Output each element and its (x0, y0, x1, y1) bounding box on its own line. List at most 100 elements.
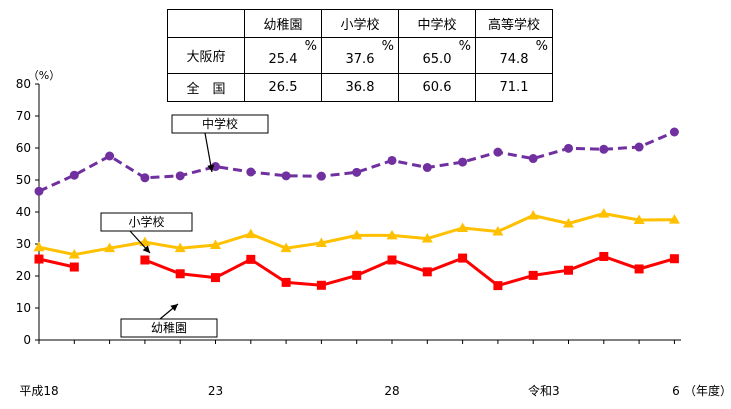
y-tick-label: 20 (16, 269, 31, 283)
y-tick-label: 80 (16, 77, 31, 91)
data-point (564, 265, 573, 275)
data-point (352, 270, 362, 280)
cell-value: 25.4 (268, 52, 298, 67)
table-header-cell: 小学校 (321, 9, 399, 38)
table-header-cell: 幼稚園 (244, 9, 322, 38)
data-point (493, 281, 503, 291)
arrow-head (207, 164, 215, 172)
data-point (105, 151, 115, 161)
data-point (246, 254, 256, 264)
cell-value: 74.8 (499, 52, 529, 67)
x-tick-label: 平成18 (19, 384, 58, 398)
table-row: 全 国 26.5 36.8 60.6 71.1 (167, 73, 553, 102)
data-point (527, 210, 539, 220)
unit-label: % (535, 39, 548, 54)
data-point (528, 154, 538, 164)
cell-value: 26.5 (268, 80, 298, 95)
table-cell: 74.8% (475, 37, 553, 74)
data-point (457, 222, 469, 232)
data-point (175, 269, 185, 279)
comparison-table: 幼稚園 小学校 中学校 高等学校 大阪府 25.4% 37.6% 65.0% 7… (167, 9, 553, 102)
y-tick-label: 50 (16, 173, 31, 187)
data-point (598, 208, 610, 218)
y-tick-label: 0 (23, 333, 31, 347)
data-point (281, 277, 291, 287)
data-point (669, 127, 679, 137)
unit-label: % (458, 39, 471, 54)
data-point (211, 273, 220, 283)
callout-box (120, 318, 218, 338)
cell-value: 36.8 (345, 80, 375, 95)
y-tick-label: 40 (16, 205, 31, 219)
series-line (38, 257, 75, 269)
series-line (38, 130, 675, 193)
data-point (316, 280, 326, 290)
table-cell: 65.0% (398, 37, 476, 74)
data-point (668, 214, 680, 224)
table-cell: 36.8 (321, 73, 399, 102)
data-point (68, 249, 80, 259)
row-label: 大阪府 (167, 37, 245, 74)
data-point (458, 157, 468, 167)
data-point (387, 255, 397, 265)
data-point (492, 226, 504, 236)
table-cell: 26.5 (244, 73, 322, 102)
data-point (140, 255, 150, 265)
unit-label: % (381, 39, 394, 54)
data-point (493, 147, 503, 157)
data-point (351, 229, 363, 240)
data-point (281, 171, 291, 181)
arrow-head (142, 245, 150, 253)
table-header-cell: 中学校 (398, 9, 476, 38)
data-point (34, 254, 44, 264)
x-tick-label: 6 (672, 384, 680, 398)
callout-label: 中学校 (202, 116, 238, 131)
unit-label: % (304, 39, 317, 54)
data-point (564, 143, 573, 153)
table-cell: 37.6% (321, 37, 399, 74)
data-point (633, 214, 645, 224)
table-row: 大阪府 25.4% 37.6% 65.0% 74.8% (167, 37, 553, 74)
cell-value: 71.1 (499, 80, 529, 95)
data-point (246, 167, 256, 177)
cell-value: 60.6 (422, 80, 452, 95)
data-point (352, 167, 362, 177)
table-header-cell: 高等学校 (475, 9, 553, 38)
callout-box (171, 114, 269, 134)
data-point (386, 229, 398, 240)
data-point (211, 162, 220, 172)
data-point (175, 171, 185, 181)
data-point (104, 242, 116, 253)
data-point (422, 267, 432, 277)
arrow-head (170, 304, 178, 312)
data-point (634, 142, 644, 152)
data-point (458, 253, 468, 263)
x-tick-label: 28 (384, 384, 399, 398)
table-cell: 71.1 (475, 73, 553, 102)
table-cell: 60.6 (398, 73, 476, 102)
x-unit-label: （年度） (684, 383, 731, 398)
table-header-row: 幼稚園 小学校 中学校 高等学校 (167, 9, 553, 38)
callout-label: 幼稚園 (151, 321, 187, 335)
data-point (599, 251, 609, 261)
callout-box (100, 212, 193, 232)
x-tick-label: 23 (208, 384, 223, 398)
data-point (34, 186, 44, 196)
callout-label: 小学校 (128, 214, 164, 229)
row-label: 全 国 (167, 73, 245, 102)
data-point (669, 254, 679, 264)
data-point (280, 242, 292, 253)
y-unit-label: （%） (28, 69, 60, 82)
series-line (144, 255, 675, 288)
data-point (422, 163, 432, 173)
data-point (528, 270, 538, 280)
x-tick-label: 令和3 (528, 383, 560, 398)
data-point (33, 241, 45, 252)
data-point (69, 170, 79, 180)
data-point (563, 218, 574, 228)
y-tick-label: 70 (16, 109, 31, 123)
data-point (315, 237, 327, 248)
data-point (634, 264, 644, 274)
y-tick-label: 30 (16, 237, 31, 251)
